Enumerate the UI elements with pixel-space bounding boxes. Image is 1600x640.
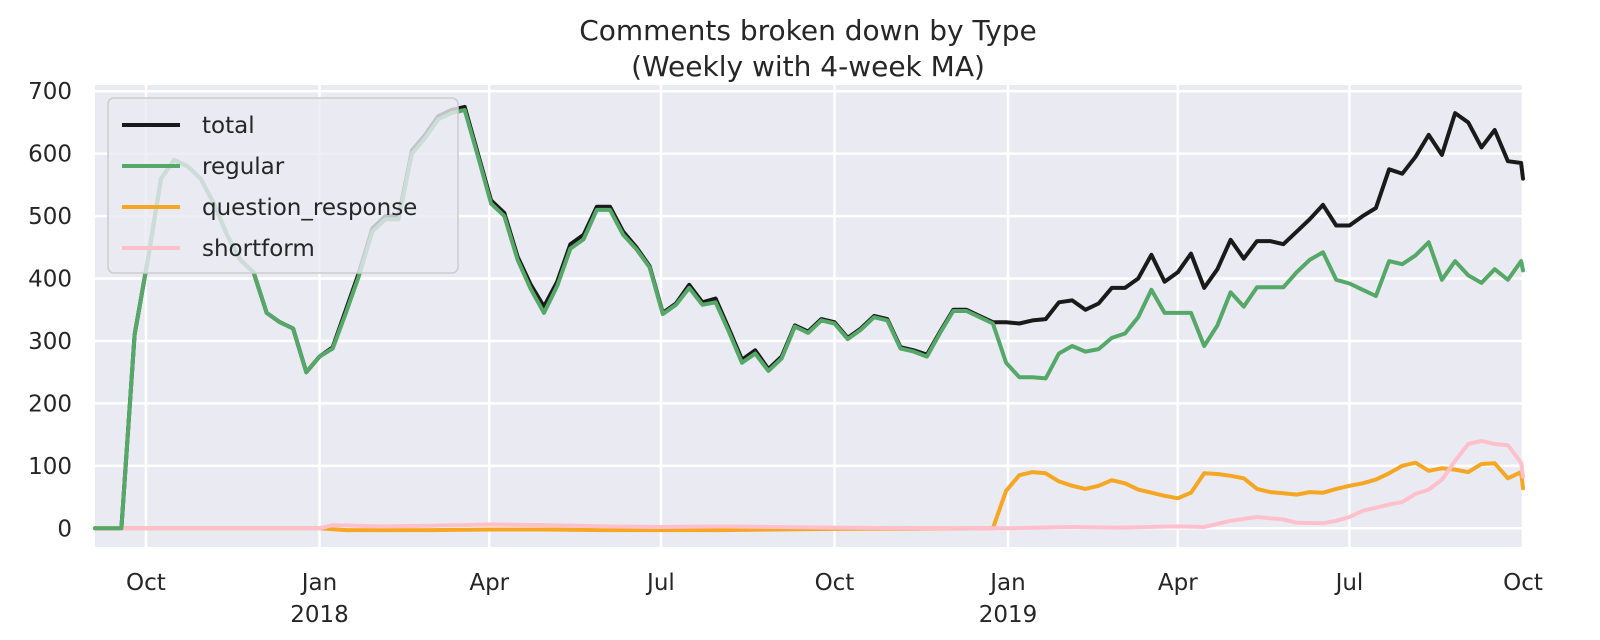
series-line-regular (93, 108, 1525, 531)
legend-label-question-response: question_response (202, 195, 417, 221)
x-tick-label: Jan (300, 570, 337, 596)
chart-title: Comments broken down by Type (579, 14, 1037, 47)
x-axis: Oct Jan 2018 Apr Jul Oct Jan 2019 Apr Jul Oct (126, 570, 1543, 628)
y-tick-label: 400 (28, 267, 72, 293)
y-tick-label: 300 (28, 329, 72, 355)
legend-label-shortform: shortform (202, 236, 315, 262)
y-tick-label: 0 (57, 516, 72, 542)
legend-label-regular: regular (202, 154, 285, 180)
series-lines (93, 104, 1525, 533)
x-tick-label: Oct (815, 570, 855, 596)
chart-subtitle: (Weekly with 4-week MA) (631, 50, 985, 83)
x-tick-label: Jul (645, 570, 675, 596)
x-tick-label: Apr (1158, 570, 1198, 596)
x-tick-year-label: 2018 (290, 602, 349, 628)
x-tick-label: Jul (1334, 570, 1364, 596)
y-tick-label: 100 (28, 454, 72, 480)
legend-label-total: total (202, 113, 255, 139)
y-tick-label: 500 (28, 204, 72, 230)
y-tick-label: 700 (28, 79, 72, 105)
x-tick-year-label: 2019 (979, 602, 1038, 628)
y-tick-label: 600 (28, 142, 72, 168)
x-tick-label: Apr (469, 570, 509, 596)
series-line-question-response (93, 460, 1525, 533)
legend-box (107, 97, 459, 274)
y-tick-label: 200 (28, 391, 72, 417)
series-line-shortform (93, 438, 1525, 531)
x-tick-label: Jan (988, 570, 1025, 596)
x-tick-label: Oct (126, 570, 166, 596)
legend: total regular question_response shortform (107, 97, 459, 274)
y-axis: 0 100 200 300 400 500 600 700 (28, 79, 72, 542)
x-tick-label: Oct (1503, 570, 1543, 596)
